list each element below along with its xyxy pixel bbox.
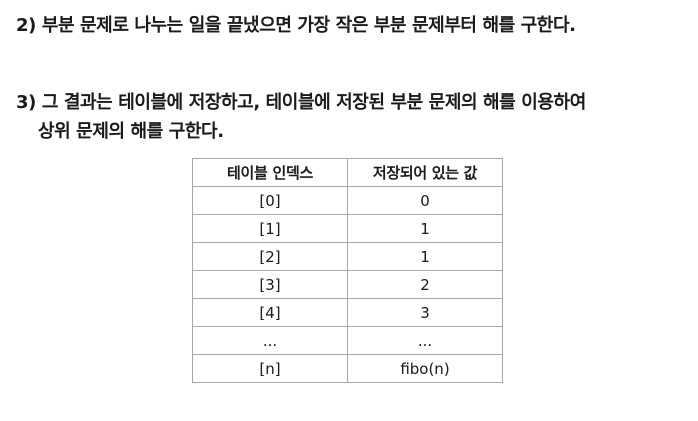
table-index-cell: [3] bbox=[192, 270, 348, 299]
table-index-cell: [2] bbox=[192, 242, 348, 271]
step-3-line-2: 상위 문제의 해를 구한다. bbox=[38, 121, 224, 142]
table-header-row: 테이블 인덱스 저장되어 있는 값 bbox=[192, 158, 503, 187]
table-row: [3] 2 bbox=[192, 270, 503, 299]
table-value-cell: 2 bbox=[347, 270, 503, 299]
table-index-cell: ... bbox=[192, 326, 348, 355]
step-3-text: 3) 그 결과는 테이블에 저장하고, 테이블에 저장된 부분 문제의 해를 이… bbox=[16, 88, 586, 146]
table-row: [0] 0 bbox=[192, 186, 503, 215]
step-3-line-1: 3) 그 결과는 테이블에 저장하고, 테이블에 저장된 부분 문제의 해를 이… bbox=[16, 92, 586, 113]
table-row: [2] 1 bbox=[192, 242, 503, 271]
table-index-cell: [n] bbox=[192, 354, 348, 383]
header-table-index: 테이블 인덱스 bbox=[192, 158, 348, 187]
table-value-cell: fibo(n) bbox=[347, 354, 503, 383]
table-index-cell: [4] bbox=[192, 298, 348, 327]
table-index-cell: [0] bbox=[192, 186, 348, 215]
table-value-cell: ... bbox=[347, 326, 503, 355]
table-value-cell: 3 bbox=[347, 298, 503, 327]
table-row: [4] 3 bbox=[192, 298, 503, 327]
step-2-text: 2) 부분 문제로 나누는 일을 끝냈으면 가장 작은 부분 문제부터 해를 구… bbox=[16, 11, 576, 40]
table-value-cell: 1 bbox=[347, 242, 503, 271]
table-value-cell: 1 bbox=[347, 214, 503, 243]
table-value-cell: 0 bbox=[347, 186, 503, 215]
table-row: ... ... bbox=[192, 326, 503, 355]
header-stored-value: 저장되어 있는 값 bbox=[347, 158, 503, 187]
table-row: [n] fibo(n) bbox=[192, 354, 503, 383]
step-2-label: 2) 부분 문제로 나누는 일을 끝냈으면 가장 작은 부분 문제부터 해를 구… bbox=[16, 15, 576, 36]
table-index-cell: [1] bbox=[192, 214, 348, 243]
memoization-table: 테이블 인덱스 저장되어 있는 값 [0] 0 [1] 1 [2] 1 [3] … bbox=[192, 158, 503, 383]
table-row: [1] 1 bbox=[192, 214, 503, 243]
